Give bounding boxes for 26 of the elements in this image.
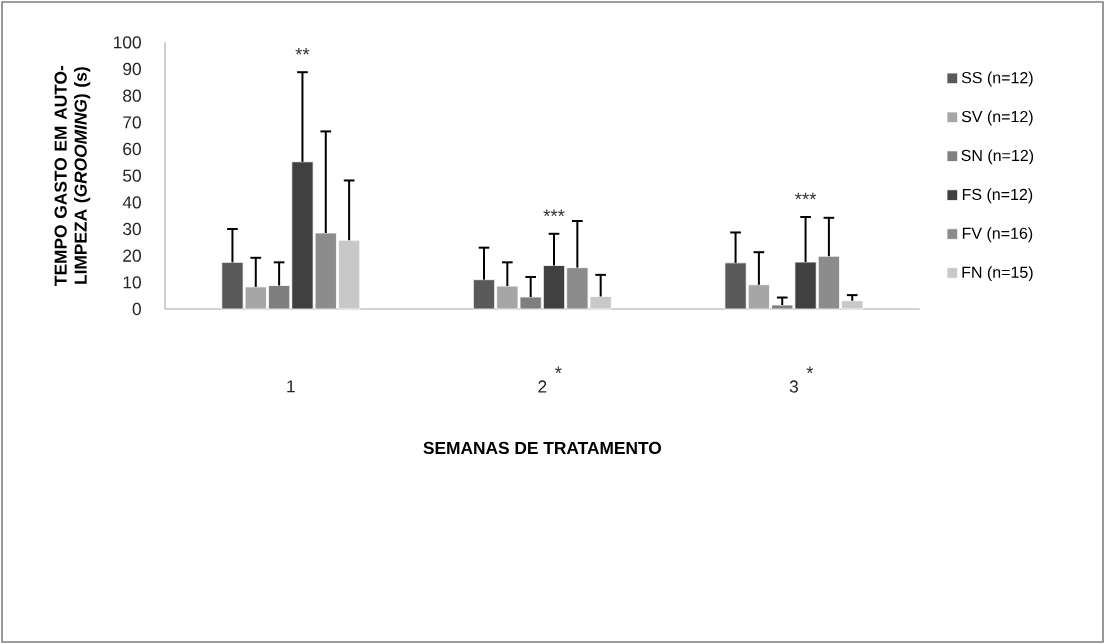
y-tick-label: 50 — [123, 169, 141, 182]
y-tick-label: 90 — [123, 62, 141, 76]
y-tick-label: 60 — [123, 142, 141, 156]
y-tick-label: 20 — [123, 249, 141, 262]
legend-label: FS (n=12) — [962, 188, 1033, 204]
text: * — [806, 366, 814, 374]
x-tick-label: 3 — [789, 380, 798, 393]
y-tick-label: 10 — [123, 276, 141, 289]
annotation: *** — [543, 209, 565, 217]
x-tick-label: 1 — [287, 380, 295, 393]
legend-label: SN (n=12) — [961, 149, 1034, 165]
y-tick-label: 70 — [123, 116, 141, 129]
y-tick-label: 40 — [122, 196, 141, 209]
legend-label: SS (n=12) — [961, 71, 1033, 87]
legend-label: FN (n=15) — [962, 266, 1033, 282]
y-tick-label: 100 — [114, 36, 141, 49]
annotation: *** — [794, 192, 817, 200]
legend-label: SV (n=12) — [961, 110, 1033, 126]
x-tick-label: 2 — [538, 380, 547, 393]
y-tick-label: 80 — [123, 89, 141, 102]
y-tick-label: 0 — [132, 302, 141, 316]
text: * — [555, 366, 562, 374]
y-tick-label: 30 — [123, 222, 141, 236]
x-axis-title: SEMANAS DE TRATAMENTO — [423, 441, 662, 455]
legend-label: FV (n=16) — [962, 227, 1033, 243]
annotation: ** — [295, 47, 310, 55]
